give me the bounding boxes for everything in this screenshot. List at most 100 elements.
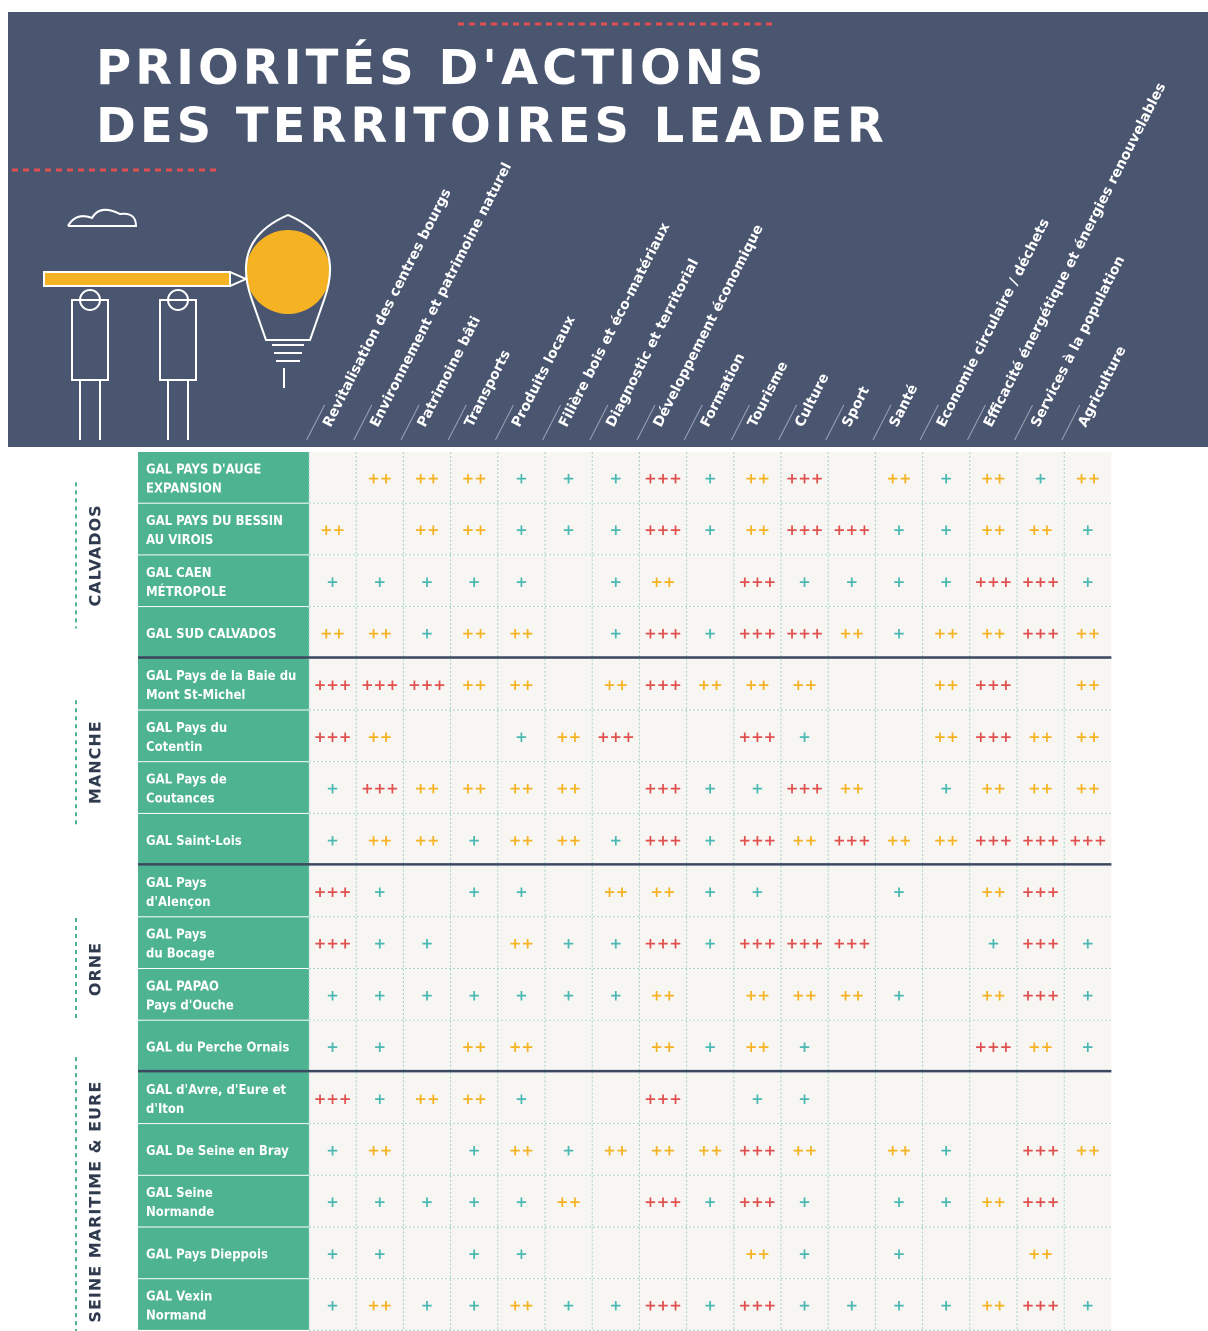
priority-mark: ++ xyxy=(886,831,911,849)
priority-mark: +++ xyxy=(739,1297,777,1315)
priority-mark: + xyxy=(798,1297,811,1315)
row-label-bg xyxy=(138,658,309,710)
priority-mark: +++ xyxy=(786,780,824,798)
col-divider xyxy=(353,404,373,441)
row-label: Cotentin xyxy=(146,740,202,755)
priority-mark: ++ xyxy=(462,469,487,487)
priority-mark: + xyxy=(468,573,481,591)
priority-mark: + xyxy=(846,573,859,591)
priority-mark: + xyxy=(468,986,481,1004)
priority-mark: ++ xyxy=(462,521,487,539)
priority-mark: ++ xyxy=(603,883,628,901)
priority-mark: + xyxy=(515,883,528,901)
row-bg xyxy=(309,762,1112,813)
priority-mark: ++ xyxy=(509,676,534,694)
row-label: GAL Pays du xyxy=(146,721,227,736)
priority-mark: + xyxy=(374,1038,387,1056)
priority-mark: ++ xyxy=(1075,676,1100,694)
priority-mark: + xyxy=(940,573,953,591)
priority-mark: + xyxy=(326,780,339,798)
priority-mark: ++ xyxy=(1075,469,1100,487)
row-bg xyxy=(309,710,1112,762)
row-label: MÉTROPOLE xyxy=(146,584,227,600)
row-label: du Bocage xyxy=(146,947,215,962)
row-label: Mont St-Michel xyxy=(146,688,245,703)
priority-mark: + xyxy=(515,573,528,591)
priority-mark: ++ xyxy=(934,831,959,849)
priority-mark: + xyxy=(1082,986,1095,1004)
priority-mark: ++ xyxy=(934,676,959,694)
priority-mark: ++ xyxy=(414,780,439,798)
row-bg xyxy=(309,452,1112,503)
col-divider xyxy=(683,404,703,441)
priority-mark: ++ xyxy=(509,624,534,642)
priority-mark: +++ xyxy=(1022,883,1060,901)
priority-mark: + xyxy=(704,1193,717,1211)
priority-mark: ++ xyxy=(1028,780,1053,798)
col-divider xyxy=(494,404,514,441)
priority-mark: + xyxy=(1082,1038,1095,1056)
priority-mark: ++ xyxy=(745,1245,770,1263)
priority-mark: ++ xyxy=(934,728,959,746)
priority-mark: + xyxy=(468,831,481,849)
col-divider xyxy=(400,404,420,441)
row-label: GAL CAEN xyxy=(146,566,212,581)
priority-mark: + xyxy=(893,986,906,1004)
priority-mark: +++ xyxy=(361,676,399,694)
priority-mark: + xyxy=(610,521,623,539)
priority-mark: + xyxy=(893,624,906,642)
priority-mark: + xyxy=(421,1297,434,1315)
priority-mark: +++ xyxy=(975,676,1013,694)
row-label: d'Iton xyxy=(146,1102,184,1117)
row-label: GAL du Perche Ornais xyxy=(146,1041,289,1056)
priority-mark: + xyxy=(1082,1297,1095,1315)
priority-mark: + xyxy=(704,883,717,901)
priority-mark: ++ xyxy=(414,831,439,849)
priority-mark: + xyxy=(940,780,953,798)
priority-mark: + xyxy=(562,986,575,1004)
priority-mark: ++ xyxy=(462,1090,487,1108)
priority-mark: +++ xyxy=(644,1193,682,1211)
col-divider xyxy=(636,404,656,441)
priority-mark: +++ xyxy=(1022,1297,1060,1315)
priority-mark: ++ xyxy=(367,1141,392,1159)
col-divider xyxy=(589,404,609,441)
priority-mark: + xyxy=(940,469,953,487)
row-label-bg xyxy=(138,503,309,555)
priority-mark: +++ xyxy=(1069,831,1107,849)
row-label: GAL PAYS DU BESSIN xyxy=(146,514,283,529)
priority-mark: + xyxy=(704,469,717,487)
priority-mark: ++ xyxy=(934,624,959,642)
priority-mark: +++ xyxy=(1022,573,1060,591)
row-label-bg xyxy=(138,813,309,865)
priority-mark: +++ xyxy=(644,1090,682,1108)
priority-mark: ++ xyxy=(1075,1141,1100,1159)
priority-mark: + xyxy=(562,935,575,953)
row-label: GAL De Seine en Bray xyxy=(146,1144,289,1159)
col-divider xyxy=(919,404,939,441)
row-label-bg xyxy=(138,865,309,917)
priority-mark: + xyxy=(704,521,717,539)
priority-mark: + xyxy=(610,831,623,849)
priority-mark: +++ xyxy=(833,831,871,849)
priority-mark: +++ xyxy=(1022,986,1060,1004)
row-label-bg xyxy=(138,762,309,813)
priority-mark: + xyxy=(515,1090,528,1108)
priority-mark: +++ xyxy=(739,573,777,591)
priority-mark: ++ xyxy=(745,676,770,694)
col-divider xyxy=(1014,404,1034,441)
row-label: Normande xyxy=(146,1205,214,1220)
row-label: GAL SUD CALVADOS xyxy=(146,627,276,642)
priority-mark: ++ xyxy=(462,624,487,642)
priority-mark: + xyxy=(515,521,528,539)
group-label: ORNE xyxy=(86,942,105,996)
priority-mark: +++ xyxy=(975,831,1013,849)
priority-mark: + xyxy=(1034,469,1047,487)
priority-mark: ++ xyxy=(367,831,392,849)
priority-mark: + xyxy=(374,883,387,901)
priority-mark: + xyxy=(326,831,339,849)
priority-mark: +++ xyxy=(1022,935,1060,953)
row-bg xyxy=(309,1072,1112,1124)
priority-mark: +++ xyxy=(597,728,635,746)
